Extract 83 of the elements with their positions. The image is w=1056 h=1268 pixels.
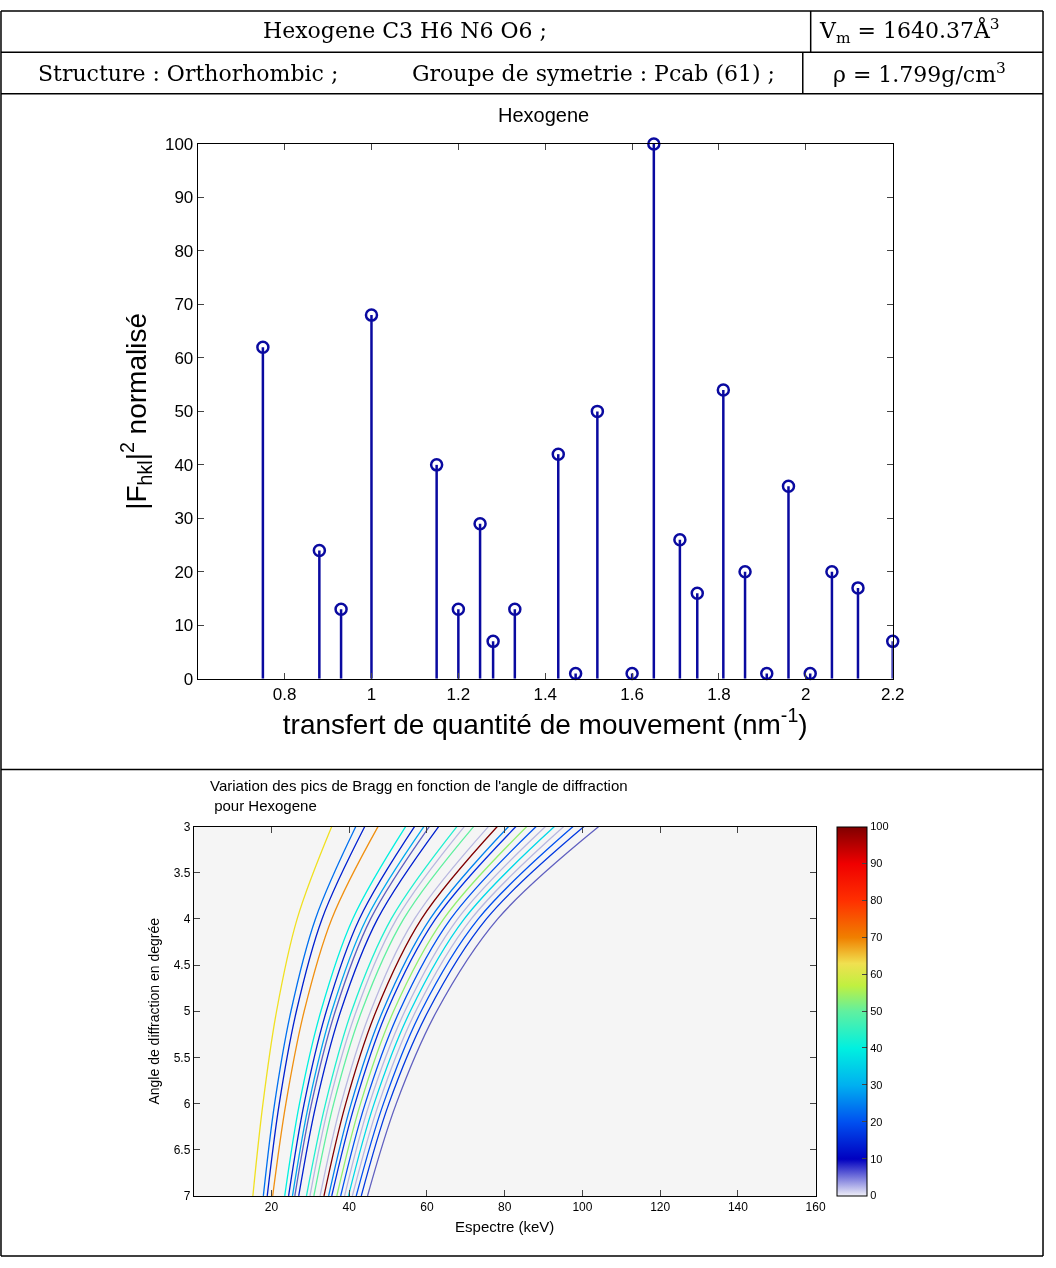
y-tick-label: 40 (174, 455, 194, 475)
text: Groupe de symetrie : Pcab (61) ; (412, 61, 775, 86)
color-bar-label: 90 (870, 857, 883, 870)
point (590, 404, 605, 419)
point (781, 479, 796, 493)
text: Hexogene C3 H6 N6 O6 ; (263, 18, 547, 43)
point (803, 666, 817, 681)
x-tick-label: 1.4 (533, 685, 558, 705)
chart-title: Hexogene (498, 104, 590, 126)
x-axis-title: transfert de quantité de mouvement (nm$^{-1}$) (282, 704, 808, 740)
point (625, 666, 639, 681)
y-tick-label: 4 (183, 912, 191, 927)
x-tick-label: 2.2 (880, 685, 905, 705)
chart-title: Variation des pics de Bragg en fonction de l'angle de diffraction pour Hexogene (210, 777, 628, 814)
point (364, 308, 379, 322)
x-tick-label: 160 (805, 1200, 826, 1215)
color-bar-label: 30 (870, 1078, 883, 1091)
point (429, 458, 444, 472)
y-tick-label: 30 (174, 509, 194, 529)
x-tick-label: 40 (342, 1200, 357, 1215)
x-tick-label: 120 (650, 1200, 671, 1215)
point (256, 340, 270, 354)
line-series (272, 826, 379, 1196)
y-tick-label: 5 (183, 1004, 191, 1019)
x-tick-label: 1 (366, 685, 377, 705)
color-bar-label: 0 (870, 1189, 877, 1202)
text: Structure : Orthorhombic ; (38, 61, 339, 86)
point (647, 137, 661, 151)
color-bar-label: 80 (870, 894, 883, 907)
y-tick-label: 50 (174, 402, 194, 422)
point (312, 543, 327, 558)
x-tick-label: 1.6 (620, 685, 644, 705)
y-tick-label: 70 (174, 295, 194, 315)
y-tick-label: 90 (174, 188, 194, 208)
point (825, 565, 839, 579)
line-series (252, 826, 333, 1196)
x-tick-label: 60 (420, 1200, 434, 1215)
y-axis-title: Angle de diffraction en degrée (146, 917, 163, 1105)
x-tick-label: 20 (264, 1200, 279, 1215)
point (760, 666, 774, 681)
color-bar-label: 70 (870, 931, 883, 944)
y-tick-label: 60 (174, 348, 194, 368)
y-tick-label: 4.5 (173, 958, 191, 973)
x-tick-label: 1.2 (446, 685, 471, 705)
text: V$_{m}$ = 1640.37Å$^{3}$ (819, 15, 1000, 47)
point (508, 602, 522, 617)
y-tick-label: 6 (183, 1096, 191, 1111)
y-tick-label: 3.5 (173, 865, 191, 880)
x-axis-title: Espectre (keV) (455, 1218, 555, 1236)
x-tick-label: 80 (498, 1200, 512, 1215)
color-bar-label: 10 (870, 1152, 883, 1165)
y-tick-label: 10 (174, 616, 194, 636)
y-tick-label: 3 (183, 819, 191, 834)
y-tick-label: 6.5 (173, 1142, 191, 1157)
x-tick-label: 140 (727, 1200, 749, 1215)
y-tick-label: 100 (164, 134, 194, 154)
point (716, 383, 731, 397)
y-tick-label: 0 (183, 669, 194, 689)
color-bar-label: 50 (870, 1004, 883, 1017)
point (885, 634, 900, 649)
y-tick-label: 20 (174, 562, 194, 582)
y-tick-label: 7 (183, 1189, 191, 1204)
point (334, 602, 348, 617)
point (690, 586, 705, 600)
point (568, 666, 583, 681)
point (486, 634, 500, 649)
point (738, 565, 752, 579)
text: ρ = 1.799g/cm$^{3}$ (833, 59, 1006, 88)
point (451, 602, 466, 617)
x-tick-label: 2 (801, 685, 811, 705)
point (551, 447, 566, 461)
y-tick-label: 80 (174, 241, 194, 261)
point (673, 533, 687, 547)
color-bar-label: 20 (870, 1115, 883, 1128)
y-tick-label: 5.5 (173, 1050, 191, 1065)
color-bar-label: 60 (870, 968, 883, 981)
color-bar-label: 100 (870, 820, 889, 833)
point (473, 516, 487, 531)
point (851, 581, 865, 595)
x-tick-label: 0.8 (272, 685, 297, 705)
x-tick-label: 1.8 (707, 685, 731, 705)
color-bar-label: 40 (870, 1041, 883, 1054)
x-tick-label: 100 (572, 1200, 593, 1215)
